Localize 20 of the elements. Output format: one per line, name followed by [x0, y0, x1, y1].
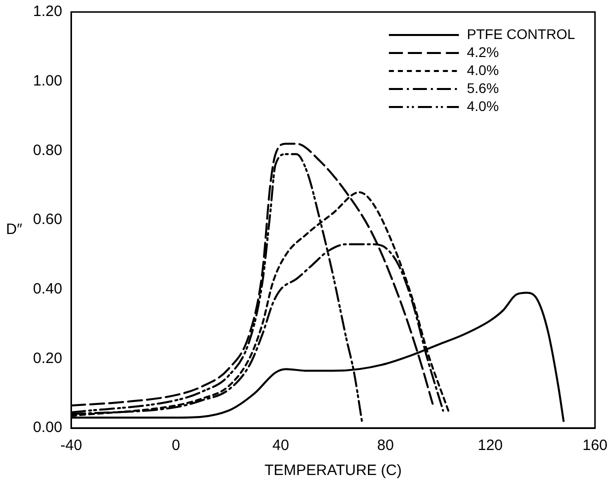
y-tick-label: 0.80	[32, 142, 62, 159]
x-tick-label: 40	[272, 437, 290, 454]
legend-label: 5.6%	[466, 80, 499, 96]
x-tick-label: 160	[582, 437, 608, 454]
x-tick-label: 120	[478, 437, 503, 454]
legend-label: 4.0%	[466, 98, 499, 114]
y-tick-label: 0.20	[32, 350, 62, 367]
y-tick-label: 1.00	[32, 72, 62, 90]
legend-label: 4.2%	[466, 44, 499, 60]
y-tick-label: 0.40	[32, 280, 62, 298]
y-axis-title: D″	[6, 221, 23, 238]
y-tick-label: 0.60	[32, 211, 62, 228]
legend-label: PTFE CONTROL	[466, 26, 576, 42]
x-tick-label: 80	[377, 437, 394, 454]
legend-label: 4.0%	[466, 62, 499, 78]
x-tick-label: 0	[172, 437, 180, 454]
x-tick-label: -40	[60, 437, 82, 454]
y-tick-label: 0.00	[32, 419, 62, 436]
y-tick-label: 1.20	[32, 3, 62, 20]
x-axis-title: TEMPERATURE (C)	[264, 462, 402, 480]
